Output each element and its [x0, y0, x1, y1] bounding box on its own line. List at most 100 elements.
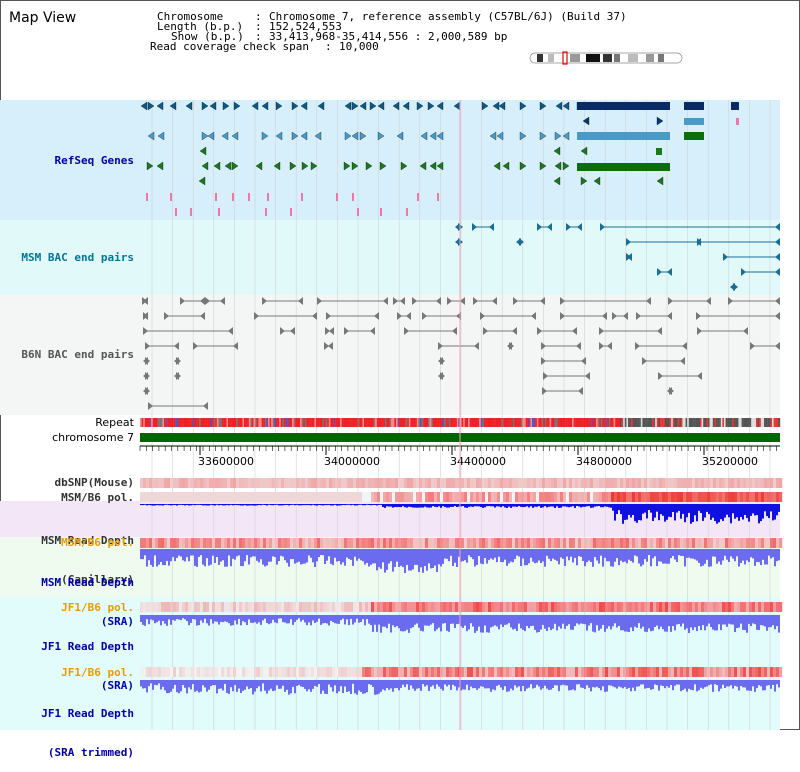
msm-depth-cap-bar: [254, 504, 256, 506]
jf1-b6-pol-strip: [284, 602, 288, 612]
jf1-depth-sra-label: JF1 Read Depth (SRA): [41, 614, 134, 705]
b6n-bac-pair-end: [460, 297, 465, 305]
jf1-b6-pol-strip: [401, 602, 405, 612]
jf1-b6-pol-strip: [317, 602, 321, 612]
jf1-b6-pol-strip: [683, 602, 687, 612]
jf1-depth-sra-bar: [210, 615, 212, 620]
jf1-depth-trim-bar: [246, 680, 248, 687]
refseq-gene: [275, 101, 283, 111]
msm-depth-sra-bar: [656, 549, 658, 567]
jf1-b6-pol-trim-strip: [593, 667, 597, 677]
jf1-b6-pol-trim-strip: [656, 667, 660, 677]
jf1-b6-pol-trim-strip: [317, 667, 321, 677]
genome-tracks[interactable]: 33600000 34000000 34400000 34800000 35200000: [0, 0, 800, 730]
jf1-b6-pol-strip: [701, 602, 705, 612]
msm-b6-pol-sra-strip: [269, 538, 273, 548]
read-depth-tracks[interactable]: [140, 504, 780, 695]
msm-depth-sra-bar: [688, 549, 690, 558]
msm-b6-pol-strip: [248, 492, 252, 502]
msm-b6-pol-strip: [725, 492, 729, 502]
dbsnp-strip: [608, 478, 612, 488]
msm-b6-pol-sra-strip: [386, 538, 390, 548]
msm-b6-pol-sra-strip: [629, 538, 633, 548]
repeat-block: [501, 418, 504, 427]
jf1-depth-trim-bar: [168, 680, 170, 693]
msm-b6-pol-strip: [224, 492, 228, 502]
jf1-b6-pol-trim-strip: [635, 667, 639, 677]
msm-depth-cap-bar: [458, 504, 460, 507]
msm-b6-pol-strip: [341, 492, 345, 502]
jf1-depth-trim-bar: [452, 680, 454, 685]
jf1-depth-trim-bar: [220, 680, 222, 689]
jf1-depth-trim-bar: [512, 680, 514, 691]
jf1-b6-pol-strip: [167, 602, 171, 612]
jf1-b6-pol-strip: [359, 602, 363, 612]
msm-b6-pol-sra-strip: [443, 538, 447, 548]
jf1-depth-sra-bar: [756, 615, 758, 630]
msm-b6-pol-sra-strip: [260, 538, 264, 548]
msm-depth-sra-bar: [432, 549, 434, 568]
jf1-depth-sra-bar: [384, 615, 386, 627]
jf1-b6-pol-trim-strip: [212, 667, 216, 677]
msm-b6-pol-strip: [419, 492, 423, 502]
dbsnp-strip: [260, 478, 264, 488]
msm-depth-sra-bar: [172, 549, 174, 558]
jf1-b6-pol-strip: [455, 602, 459, 612]
msm-depth-cap-bar: [272, 504, 274, 506]
jf1-depth-trim-bar: [674, 680, 676, 686]
dbsnp-strip: [500, 478, 504, 488]
msm-depth-sra-bar: [644, 549, 646, 560]
msm-depth-sra-bar: [484, 549, 486, 559]
msm-depth-cap-bar: [572, 504, 574, 507]
repeat-track[interactable]: [140, 418, 781, 427]
msm-b6-pol-sra-strip: [233, 538, 237, 548]
repeat-block: [154, 418, 157, 427]
msm-depth-sra-bar: [366, 549, 368, 563]
jf1-b6-pol-trim-strip: [707, 667, 711, 677]
msm-depth-cap-bar: [554, 504, 556, 508]
msm-depth-cap-bar: [156, 504, 158, 506]
repeat-block: [460, 418, 462, 427]
dbsnp-strip: [701, 478, 705, 488]
repeat-block: [519, 418, 521, 427]
repeat-block: [383, 418, 385, 427]
refseq-features[interactable]: [140, 101, 739, 216]
repeat-block: [698, 418, 701, 427]
dbsnp-strip: [350, 478, 354, 488]
refseq-gene: [201, 101, 209, 111]
msm-depth-sra-bar: [420, 549, 422, 568]
dbsnp-strip: [440, 478, 444, 488]
jf1-depth-sra-bar: [580, 615, 582, 624]
bac-features[interactable]: [142, 223, 780, 410]
jf1-b6-pol-trim-strip: [443, 667, 447, 677]
refseq-gene: [343, 161, 351, 171]
dbsnp-strip: [455, 478, 459, 488]
refseq-minor-gene: [248, 193, 250, 201]
msm-depth-cap-bar: [498, 504, 500, 507]
jf1-depth-sra-bar: [776, 615, 778, 627]
jf1-b6-pol-trim-strip: [575, 667, 579, 677]
msm-depth-sra-bar: [310, 549, 312, 558]
jf1-b6-pol-trim-strip: [455, 667, 459, 677]
jf1-depth-trim-bar: [170, 680, 172, 692]
jf1-depth-trim-bar: [152, 680, 154, 690]
dbsnp-strip: [575, 478, 579, 488]
msm-depth-sra-bar: [552, 549, 554, 559]
polymorphism-tracks[interactable]: [140, 478, 783, 677]
repeat-block: [541, 418, 544, 427]
jf1-depth-sra-bar: [566, 615, 568, 626]
jf1-b6-pol-strip: [203, 602, 207, 612]
refseq-minor-gene: [190, 208, 192, 216]
jf1-depth-trim-bar: [776, 680, 778, 685]
msm-depth-sra-bar: [470, 549, 472, 558]
msm-b6-pol-strip: [251, 492, 255, 502]
jf1-b6-pol-trim-strip: [311, 667, 315, 677]
refseq-gene: [275, 131, 283, 141]
repeat-block: [724, 418, 726, 427]
msm-depth-cap-bar: [604, 504, 606, 507]
jf1-b6-pol-trim-strip: [350, 667, 354, 677]
jf1-depth-trim-bar: [630, 680, 632, 692]
chromosome-ideogram[interactable]: [529, 51, 683, 65]
msm-depth-cap-bar: [690, 504, 692, 524]
dbsnp-strip: [437, 478, 441, 488]
